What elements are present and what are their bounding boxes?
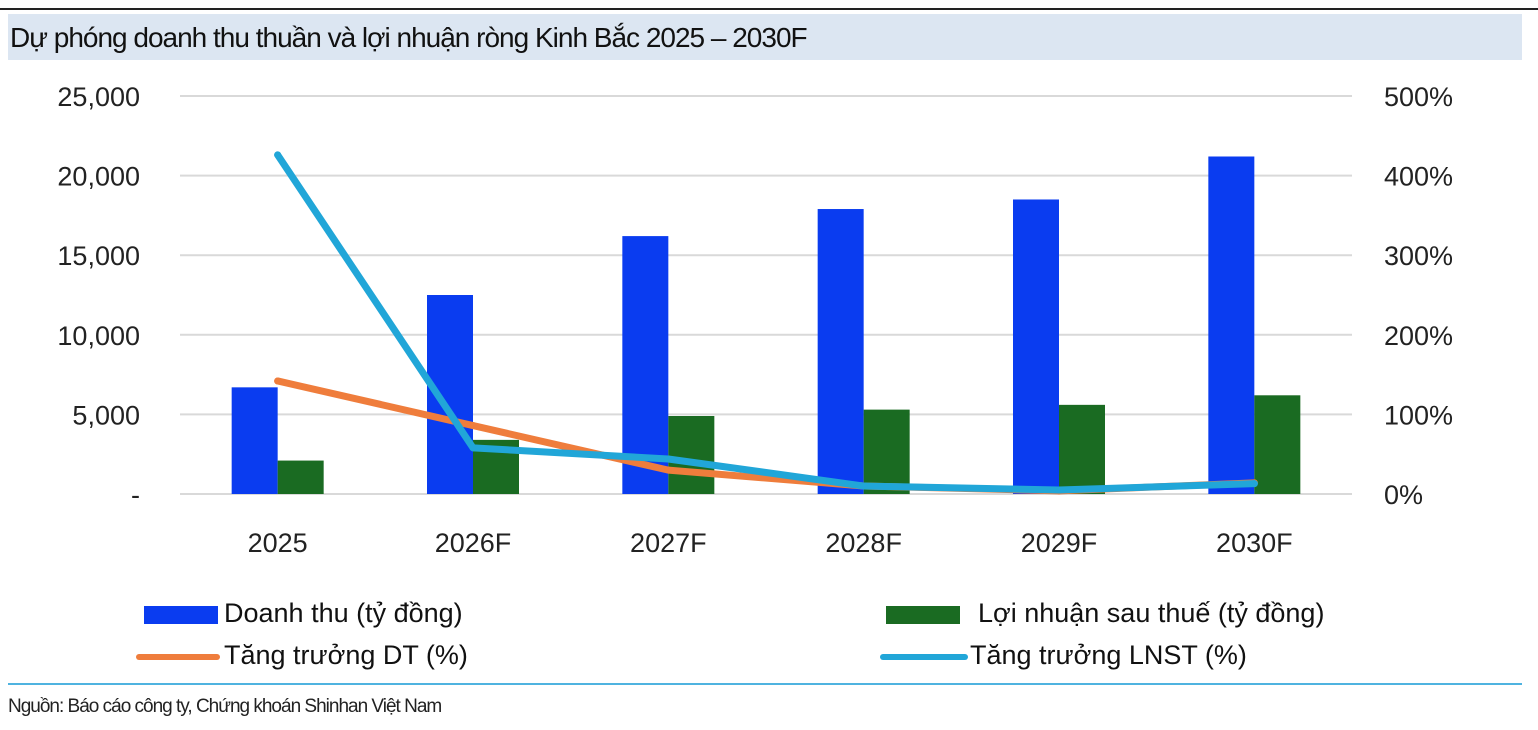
legend-label-rev-growth: Tăng trưởng DT (%) — [224, 640, 468, 670]
legend-item-rev-growth: Tăng trưởng DT (%) — [136, 640, 468, 671]
legend-item-profit: Lợi nhuận sau thuế (tỷ đồng) — [886, 598, 1324, 629]
y-left-tick-label: 15,000 — [57, 241, 140, 271]
legend-label-profit-growth: Tăng trưởng LNST (%) — [970, 640, 1247, 670]
legend-label-revenue: Doanh thu (tỷ đồng) — [224, 598, 463, 628]
bar-profit — [1254, 395, 1301, 494]
bar-profit — [1059, 404, 1105, 494]
legend-swatch-rev-growth — [136, 653, 220, 660]
legend-item-profit-growth: Tăng trưởng LNST (%) — [880, 640, 1247, 671]
y-left-tick-label: - — [131, 480, 140, 510]
chart-title: Dự phóng doanh thu thuần và lợi nhuận rò… — [10, 22, 808, 53]
legend-label-profit: Lợi nhuận sau thuế (tỷ đồng) — [978, 598, 1325, 628]
x-tick-label: 2026F — [435, 528, 512, 558]
x-tick-label: 2029F — [1021, 528, 1098, 558]
legend-swatch-profit — [886, 605, 960, 624]
y-left-tick-label: 20,000 — [57, 162, 140, 192]
point-revenue-growth — [274, 377, 282, 385]
point-revenue-growth — [469, 422, 477, 430]
bar-profit — [863, 409, 910, 494]
footer-rule — [8, 683, 1522, 685]
legend-swatch-revenue — [144, 605, 218, 624]
point-profit-growth — [1250, 480, 1258, 488]
legend-swatch-profit-growth — [880, 653, 968, 660]
source-note: Nguồn: Báo cáo công ty, Chứng khoán Shin… — [8, 696, 442, 717]
line-profit-growth — [274, 151, 1258, 494]
chart-area: - 5,000 10,000 15,000 20,000 25,000 0% 100% 200%… — [57, 82, 1453, 558]
bar-profit — [277, 460, 324, 494]
y-right-tick-label: 400% — [1384, 162, 1453, 192]
point-profit-growth — [664, 455, 672, 463]
bar-revenue — [817, 209, 864, 495]
y-right-tick-label: 200% — [1384, 321, 1453, 351]
x-tick-label: 2027F — [630, 528, 707, 558]
top-rule — [0, 8, 1538, 10]
y-left-tick-label: 5,000 — [72, 400, 140, 430]
title-bar: Dự phóng doanh thu thuần và lợi nhuận rò… — [8, 14, 1522, 60]
y-left-tick-label: 25,000 — [57, 82, 140, 112]
y-right-tick-label: 300% — [1384, 241, 1453, 271]
x-tick-label: 2025 — [248, 528, 308, 558]
x-tick-label: 2028F — [825, 528, 902, 558]
point-profit-growth — [1055, 486, 1063, 494]
point-profit-growth — [274, 151, 282, 159]
point-profit-growth — [469, 444, 477, 452]
bar-revenue — [1208, 156, 1255, 494]
legend-item-revenue: Doanh thu (tỷ đồng) — [144, 598, 463, 629]
y-right-tick-label: 0% — [1384, 480, 1423, 510]
bar-revenue — [1013, 199, 1059, 495]
bar-profit — [668, 415, 715, 494]
bar-revenue — [231, 387, 278, 494]
x-tick-label: 2030F — [1216, 528, 1293, 558]
point-profit-growth — [860, 482, 868, 490]
point-revenue-growth — [664, 466, 672, 474]
y-left-tick-label: 10,000 — [57, 321, 140, 351]
y-right-tick-label: 100% — [1384, 400, 1453, 430]
y-right-tick-label: 500% — [1384, 82, 1453, 112]
bar-revenue — [622, 236, 669, 494]
